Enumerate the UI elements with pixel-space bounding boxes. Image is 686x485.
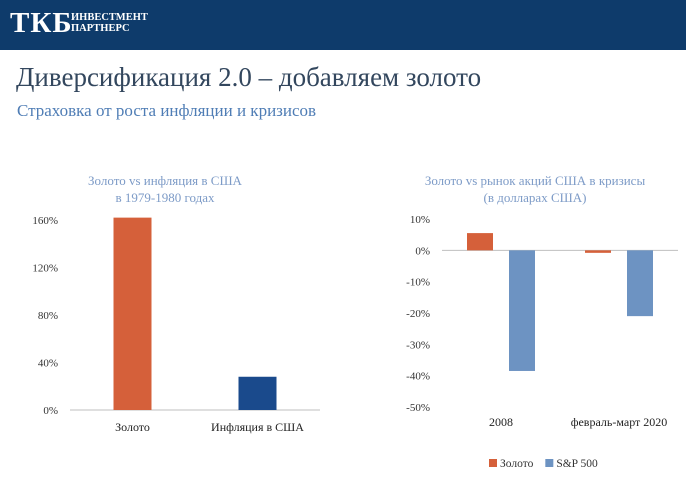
chart2-title-line2: (в долларах США) [483,190,587,205]
chart2-title: Золото vs рынок акций США в кризисы (в д… [385,172,685,206]
chart1-bar [113,217,152,410]
chart1-title-line1: Золото vs инфляция в США [88,173,242,188]
logo-line-1: ИНВЕСТМЕНТ [71,12,148,23]
chart2-y-tick-label: -10% [406,277,430,289]
chart2-category-label: февраль-март 2020 [571,415,668,429]
chart1-title-line2: в 1979-1980 годах [115,190,215,205]
chart1-y-tick-label: 120% [32,263,58,275]
chart2-bar [467,233,493,251]
chart2-bar [627,250,653,317]
chart1-bar [238,376,277,410]
chart2-y-tick-label: -20% [406,308,430,320]
header-band: ТКБ ИНВЕСТМЕНТ ПАРТНЕРС [0,0,686,50]
chart1-y-tick-label: 80% [38,310,58,322]
chart2-legend-label: S&P 500 [556,458,598,470]
chart2-bar [509,250,535,371]
chart1-category-label: Инфляция в США [211,420,304,434]
chart2-title-line1: Золото vs рынок акций США в кризисы [424,173,646,188]
chart1-y-tick-label: 0% [43,405,58,417]
chart2-bar [585,250,611,253]
chart2-y-tick-label: -40% [406,371,430,383]
chart1-y-tick-label: 160% [32,215,58,227]
chart2-legend-swatch [545,459,554,467]
logo-line-2: ПАРТНЕРС [71,23,130,34]
slide-title: Диверсификация 2.0 – добавляем золото [16,62,482,92]
chart2-y-tick-label: 0% [415,245,430,257]
chart2-category-label: 2008 [489,415,513,429]
chart1-y-tick-label: 40% [38,358,58,370]
chart2-y-tick-label: -50% [406,402,430,414]
chart2-legend-label: Золото [500,458,534,470]
chart1-category-label: Золото [115,420,150,434]
logo-mark: ТКБ [10,7,73,39]
chart2-legend-swatch [489,459,497,467]
slide-subtitle: Страховка от роста инфляции и кризисов [17,101,317,120]
chart1-title: Золото vs инфляция в США в 1979-1980 год… [40,172,290,206]
chart2-y-tick-label: 10% [410,214,430,226]
chart2-y-tick-label: -30% [406,339,430,351]
